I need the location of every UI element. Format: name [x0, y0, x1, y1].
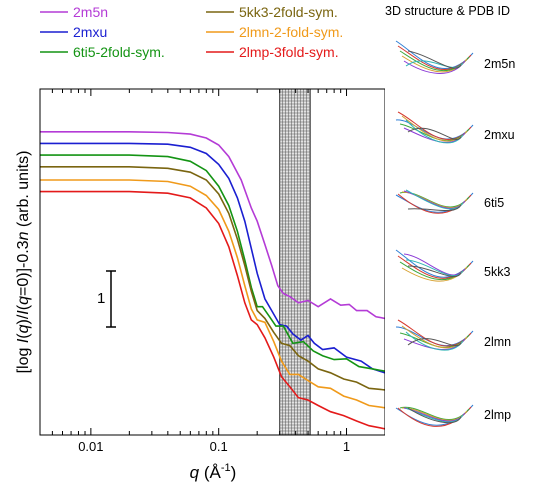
fibril-structure-icon — [395, 40, 474, 74]
fibril-structure-icon — [395, 319, 474, 351]
legend-label: 6ti5-2fold-sym. — [73, 44, 165, 60]
legend: 2m5n 2mxu 6ti5-2fold-sym. 5kk3-2fold-sym. 2l… — [40, 4, 343, 60]
structure-5kk3: 5kk3 — [388, 236, 550, 306]
legend-label: 2m5n — [73, 4, 108, 20]
x-tick-label: 0.01 — [78, 439, 103, 454]
svg-text:q (Å-1): q (Å-1) — [190, 462, 237, 482]
series-line-2mxu — [40, 142, 385, 374]
fibril-structure-icon — [395, 249, 474, 282]
legend-label: 2mxu — [73, 24, 107, 40]
pdb-id-label: 2m5n — [484, 57, 516, 71]
saxs-line-chart: 0.01 0.1 1 2m5n 2mxu 6ti5-2fold-sym. 5kk3-2fo… — [15, 4, 385, 482]
pdb-id-label: 5kk3 — [484, 265, 511, 279]
legend-label: 2lmp-3fold-sym. — [239, 44, 339, 60]
legend-label: 2lmn-2-fold-sym. — [239, 24, 343, 40]
structure-6ti5: 6ti5 — [388, 168, 550, 238]
series-line-2lmp-3fold-sym. — [40, 190, 385, 430]
structure-2m5n: 2m5n — [388, 28, 550, 98]
series-line-2m5n — [40, 131, 385, 320]
x-tick-label: 0.1 — [210, 439, 228, 454]
series-line-6ti5-2fold-sym. — [40, 154, 385, 372]
pdb-id-label: 6ti5 — [484, 196, 505, 210]
pdb-id-label: 2lmp — [484, 408, 512, 422]
legend-label: 5kk3-2fold-sym. — [239, 4, 338, 20]
x-axis-label: q (Å-1) — [190, 462, 237, 482]
pdb-id-label: 2lmn — [484, 335, 512, 349]
scale-bar: 1 — [97, 270, 116, 328]
fibril-structure-icon — [395, 404, 474, 427]
y-axis-label: [log I(q)/I(q=0)]-0.3n (arb. units) — [15, 151, 32, 374]
series-line-5kk3-2fold-sym. — [40, 166, 385, 391]
structure-2mxu: 2mxu — [388, 100, 550, 170]
structure-2lmn: 2lmn — [388, 306, 550, 376]
fibril-structure-icon — [395, 111, 474, 144]
svg-text:[log I(q)/I(q=0)]-0.3n (arb.: [log I(q)/I(q=0)]-0.3n (arb. units) — [15, 151, 32, 374]
scale-bar-label: 1 — [97, 290, 105, 307]
structures-panel-title: 3D structure & PDB ID — [385, 4, 511, 18]
shaded-q-band — [279, 88, 311, 436]
fibril-structure-icon — [395, 189, 474, 214]
x-tick-label: 1 — [343, 439, 350, 454]
series-line-2lmn-2-fold-sym. — [40, 179, 385, 409]
structure-2lmp: 2lmp — [388, 380, 550, 450]
pdb-id-label: 2mxu — [484, 128, 515, 142]
